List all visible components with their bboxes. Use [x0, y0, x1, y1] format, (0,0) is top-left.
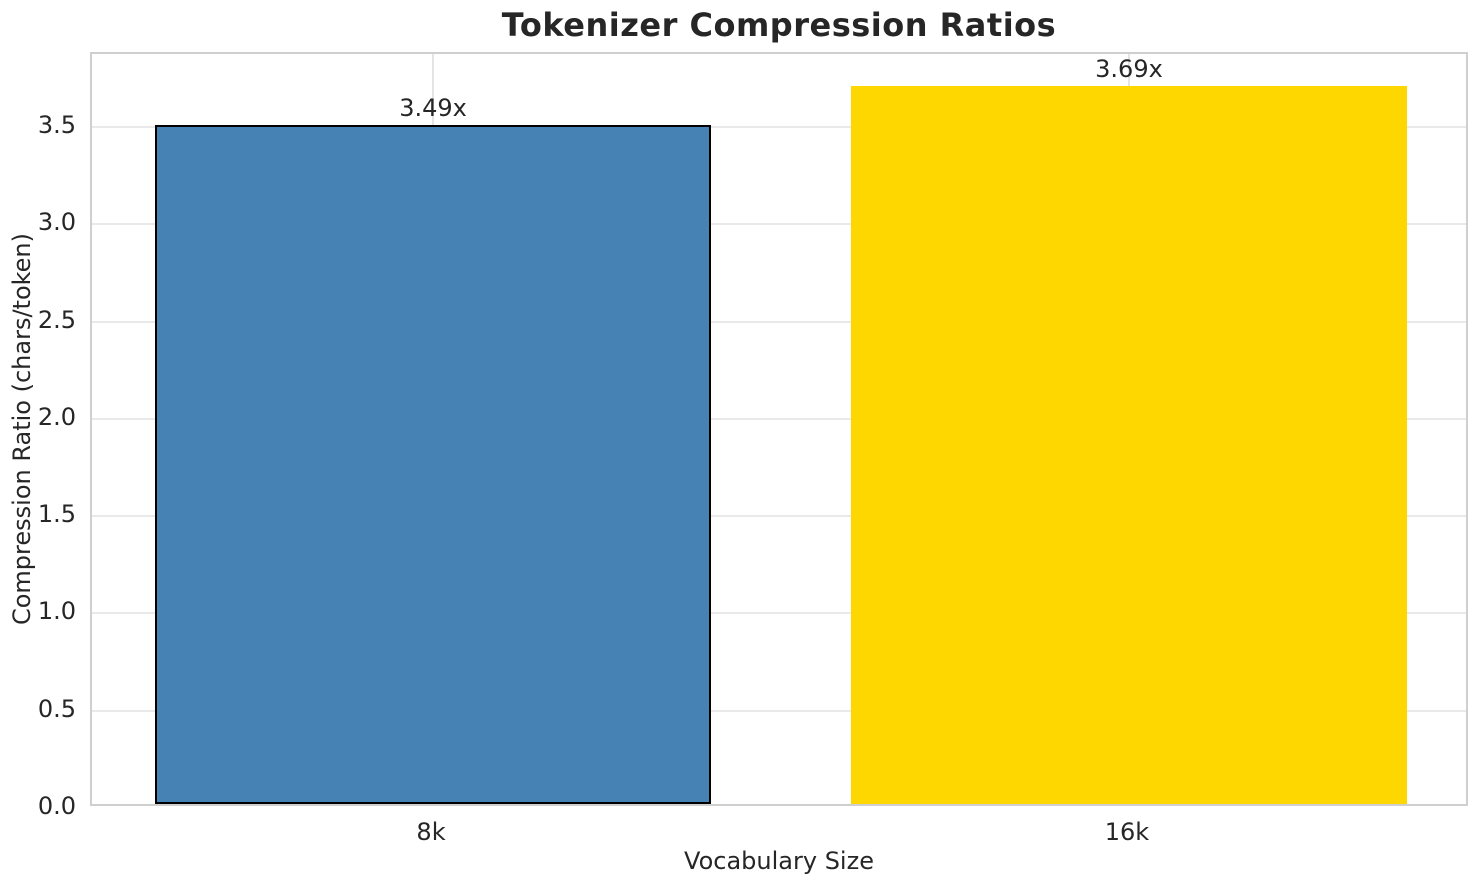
- y-tick-label: 3.0: [37, 208, 76, 237]
- plot-area: 3.49x 3.69x: [90, 52, 1468, 806]
- y-tick-label: 1.5: [37, 500, 76, 529]
- y-tick-label: 2.0: [37, 402, 76, 431]
- y-tick-label: 2.5: [37, 305, 76, 334]
- x-axis-label: Vocabulary Size: [684, 847, 874, 875]
- gridline-horizontal: [92, 709, 1466, 712]
- gridline-horizontal: [92, 417, 1466, 420]
- y-axis-label: Compression Ratio (chars/token): [8, 232, 36, 626]
- y-tick-label: 3.5: [37, 110, 76, 139]
- gridline-horizontal: [92, 125, 1466, 128]
- bar: [850, 86, 1408, 804]
- bar-value-label: 3.69x: [1095, 55, 1163, 83]
- x-tick-label: 8k: [416, 818, 446, 846]
- y-tick-label: 0.5: [37, 694, 76, 723]
- y-tick-label: 0.0: [37, 792, 76, 820]
- gridline-horizontal: [92, 515, 1466, 518]
- bar: [154, 124, 712, 804]
- gridline-horizontal: [92, 320, 1466, 323]
- x-tick-label: 16k: [1104, 818, 1150, 846]
- y-tick-label: 1.0: [37, 597, 76, 626]
- bar-value-label: 3.49x: [399, 93, 467, 122]
- chart-title: Tokenizer Compression Ratios: [501, 6, 1057, 44]
- gridline-horizontal: [92, 612, 1466, 615]
- gridline-horizontal: [92, 223, 1466, 226]
